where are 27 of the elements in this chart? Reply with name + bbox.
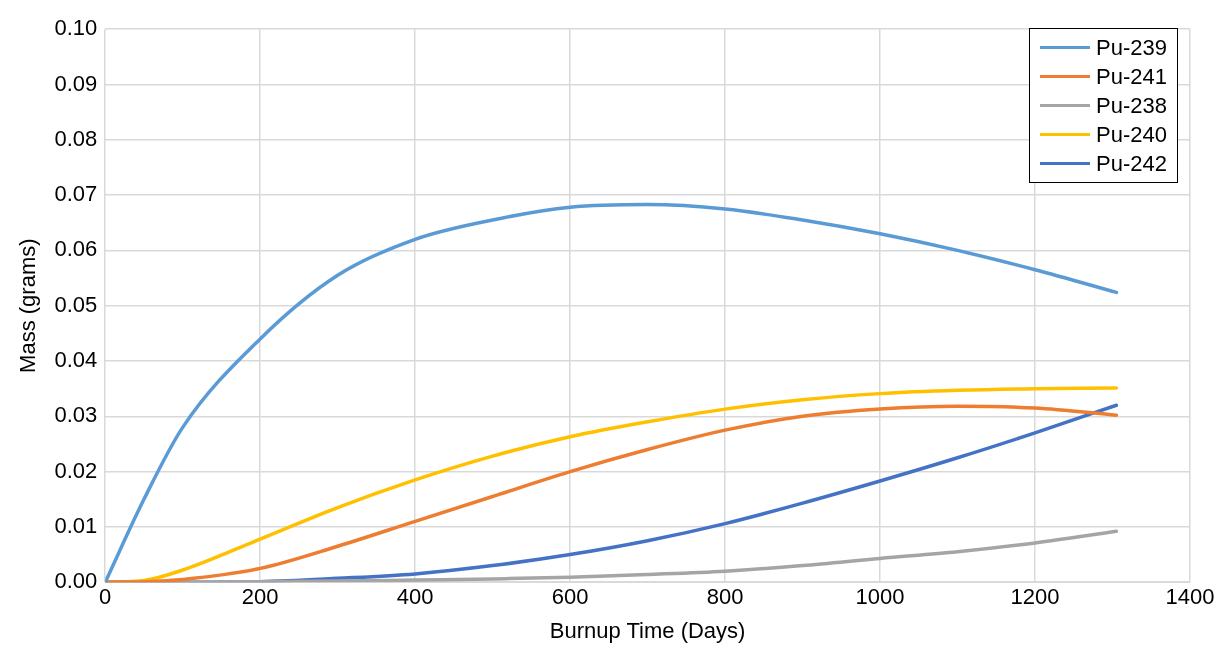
x-tick-label: 200 [241, 584, 279, 610]
y-tick-label: 0.08 [54, 125, 98, 151]
y-tick-label: 0.01 [54, 512, 98, 538]
legend-label: Pu-241 [1096, 63, 1167, 91]
legend-label: Pu-238 [1096, 92, 1167, 120]
y-tick-label: 0.10 [54, 15, 98, 41]
line-series [105, 202, 1119, 583]
y-tick-label: 0.06 [54, 236, 98, 262]
y-tick-label: 0.05 [54, 291, 98, 317]
y-tick-label: 0.00 [54, 568, 98, 594]
x-tick-label: 0 [99, 584, 112, 610]
x-tick-label: 1400 [1165, 584, 1215, 610]
y-tick-label: 0.03 [54, 402, 98, 428]
legend-label: Pu-240 [1096, 121, 1167, 149]
y-tick-label: 0.07 [54, 181, 98, 207]
x-tick-label: 400 [396, 584, 434, 610]
y-tick-label: 0.02 [54, 457, 98, 483]
x-tick-label: 600 [551, 584, 589, 610]
y-tick-label: 0.04 [54, 347, 98, 373]
x-tick-label: 800 [706, 584, 744, 610]
y-tick-label: 0.09 [54, 70, 98, 96]
legend-label: Pu-239 [1096, 34, 1167, 62]
x-tick-label: 1200 [1010, 584, 1060, 610]
x-tick-label: 1000 [855, 584, 905, 610]
y-axis-title: Mass (grams) [15, 238, 41, 373]
x-axis-title: Burnup Time (Days) [549, 617, 746, 643]
legend-label: Pu-242 [1096, 150, 1167, 178]
